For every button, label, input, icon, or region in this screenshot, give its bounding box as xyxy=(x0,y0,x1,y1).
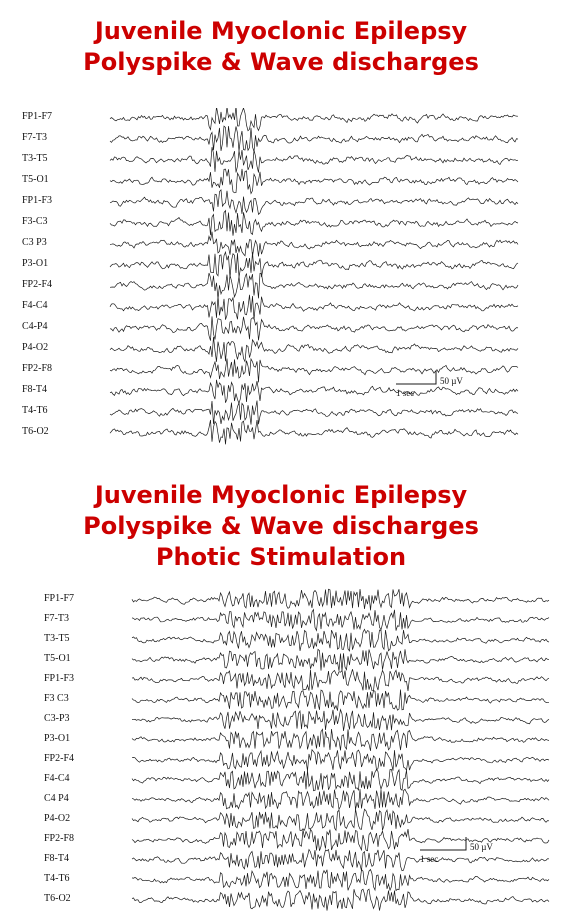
eeg-trace xyxy=(109,316,519,341)
channel-label: P4-O2 xyxy=(44,813,71,824)
channel-label: P3-O1 xyxy=(22,258,49,269)
eeg-trace xyxy=(131,588,550,611)
eeg-trace xyxy=(131,669,550,692)
eeg-trace xyxy=(109,250,519,279)
scale-bar xyxy=(420,837,467,851)
eeg-trace xyxy=(131,808,550,832)
channel-label: F3-C3 xyxy=(22,216,48,227)
channel-label: F4-C4 xyxy=(22,300,48,311)
eeg-trace xyxy=(131,748,550,772)
channel-label: T4-T6 xyxy=(22,405,48,416)
channel-label: FP1-F3 xyxy=(44,673,75,684)
eeg-trace xyxy=(131,888,550,911)
channel-label: T3-T5 xyxy=(44,633,70,644)
eeg-trace xyxy=(131,689,549,711)
eeg-trace xyxy=(109,231,519,257)
channel-label: C3-P3 xyxy=(44,713,70,724)
figure-1-title-line-1: Juvenile Myoclonic Epilepsy xyxy=(94,17,468,45)
scale-time-1: 1 sec xyxy=(396,388,415,398)
figure-1-title-line-2: Polyspike & Wave discharges xyxy=(83,48,479,76)
eeg-trace xyxy=(131,828,550,852)
eeg-trace xyxy=(131,768,550,792)
channel-label: FP1-F3 xyxy=(22,195,53,206)
eeg-trace xyxy=(109,125,519,152)
eeg-trace xyxy=(109,400,519,425)
eeg-trace xyxy=(109,272,519,299)
channel-label: F4-C4 xyxy=(44,773,70,784)
eeg-trace xyxy=(109,168,519,195)
scale-amplitude-1: 50 µV xyxy=(440,376,463,386)
channel-label: F7-T3 xyxy=(22,132,47,143)
eeg-trace xyxy=(131,728,550,751)
channel-label: T5-O1 xyxy=(44,653,71,664)
eeg-panel-2: FP1-F7 F7-T3 T3-T5 T5-O1 FP1-F3 F3 C3 C3-P3 P3-… xyxy=(0,588,562,914)
channel-label: C3 P3 xyxy=(22,237,47,248)
eeg-trace xyxy=(131,868,550,892)
eeg-trace xyxy=(109,419,519,445)
channel-label: FP1-F7 xyxy=(44,593,75,604)
eeg-trace xyxy=(131,788,550,811)
eeg-traces-1 xyxy=(109,108,519,445)
scale-time-2: 1 sec xyxy=(420,854,439,864)
eeg-trace xyxy=(109,379,519,405)
figure-2-title-line-3: Photic Stimulation xyxy=(155,543,407,571)
channel-label: FP2-F4 xyxy=(44,753,75,764)
channel-label: C4-P4 xyxy=(22,321,48,332)
eeg-trace xyxy=(131,628,550,652)
channel-label: T6-O2 xyxy=(22,426,49,437)
channel-label: T5-O1 xyxy=(22,174,49,185)
channel-label: FP2-F8 xyxy=(22,363,53,374)
eeg-trace xyxy=(109,294,519,320)
channel-label: F8-T4 xyxy=(22,384,47,395)
channel-label: FP2-F8 xyxy=(44,833,75,844)
eeg-trace xyxy=(131,608,550,632)
eeg-trace xyxy=(131,848,550,872)
channel-label: T3-T5 xyxy=(22,153,48,164)
scale-amplitude-2: 50 µV xyxy=(470,842,493,852)
scale-bar xyxy=(396,371,437,385)
figure-2-title-line-2: Polyspike & Wave discharges xyxy=(83,512,479,540)
figure-1-title: Juvenile Myoclonic Epilepsy Polyspike & … xyxy=(0,16,562,78)
figure-2-title-line-1: Juvenile Myoclonic Epilepsy xyxy=(94,481,468,509)
figure-2-title: Juvenile Myoclonic Epilepsy Polyspike & … xyxy=(0,480,562,573)
eeg-trace xyxy=(109,357,519,383)
eeg-trace xyxy=(109,147,519,173)
channel-label: FP2-F4 xyxy=(22,279,53,290)
channel-label: F8-T4 xyxy=(44,853,69,864)
channel-label: P4-O2 xyxy=(22,342,49,353)
channel-label: T4-T6 xyxy=(44,873,70,884)
eeg-panel-1: FP1-F7 F7-T3 T3-T5 T5-O1 FP1-F3 F3-C3 C3 P3 P3-… xyxy=(0,108,562,448)
channel-label: F3 C3 xyxy=(44,693,69,704)
eeg-trace xyxy=(109,189,519,216)
eeg-trace xyxy=(131,708,550,731)
eeg-trace xyxy=(109,209,519,236)
eeg-trace xyxy=(109,108,519,132)
channel-label: F7-T3 xyxy=(44,613,69,624)
eeg-traces-2 xyxy=(131,588,550,911)
channel-label: FP1-F7 xyxy=(22,111,53,122)
eeg-trace xyxy=(131,648,550,671)
eeg-trace xyxy=(109,336,519,363)
channel-label: T6-O2 xyxy=(44,893,71,904)
channel-label: C4 P4 xyxy=(44,793,69,804)
channel-label: P3-O1 xyxy=(44,733,71,744)
